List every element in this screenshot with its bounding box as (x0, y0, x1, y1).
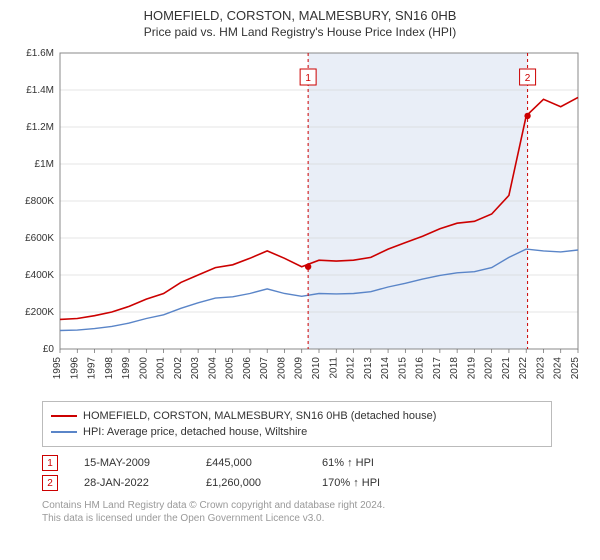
svg-text:2004: 2004 (207, 357, 218, 380)
footer-note: Contains HM Land Registry data © Crown c… (42, 499, 590, 525)
svg-text:2020: 2020 (484, 357, 495, 380)
sale-date-1: 15-MAY-2009 (84, 457, 180, 469)
svg-text:2016: 2016 (415, 357, 426, 380)
sale-price-2: £1,260,000 (206, 477, 296, 489)
svg-text:2003: 2003 (190, 357, 201, 380)
sale-row-2: 2 28-JAN-2022 £1,260,000 170% ↑ HPI (42, 475, 590, 491)
svg-text:2: 2 (525, 73, 531, 84)
svg-text:2019: 2019 (466, 357, 477, 380)
svg-text:£400K: £400K (25, 270, 54, 281)
svg-text:2015: 2015 (397, 357, 408, 380)
legend-swatch-hpi (51, 431, 77, 433)
sale-marker-2: 2 (42, 475, 58, 491)
svg-text:1998: 1998 (104, 357, 115, 380)
svg-text:2006: 2006 (242, 357, 253, 380)
svg-text:£600K: £600K (25, 233, 54, 244)
svg-text:2021: 2021 (501, 357, 512, 380)
svg-text:2013: 2013 (363, 357, 374, 380)
sale-price-1: £445,000 (206, 457, 296, 469)
svg-text:2010: 2010 (311, 357, 322, 380)
svg-text:2022: 2022 (518, 357, 529, 380)
svg-text:£1.6M: £1.6M (26, 48, 54, 59)
svg-text:1999: 1999 (121, 357, 132, 380)
svg-text:2024: 2024 (553, 357, 564, 380)
svg-text:2017: 2017 (432, 357, 443, 380)
sale-marker-1: 1 (42, 455, 58, 471)
svg-text:2011: 2011 (328, 357, 339, 379)
svg-text:1: 1 (305, 73, 311, 84)
chart-container: HOMEFIELD, CORSTON, MALMESBURY, SN16 0HB… (0, 0, 600, 560)
footer-line-2: This data is licensed under the Open Gov… (42, 512, 590, 525)
chart-title-address: HOMEFIELD, CORSTON, MALMESBURY, SN16 0HB (10, 8, 590, 23)
svg-text:2007: 2007 (259, 357, 270, 380)
footer-line-1: Contains HM Land Registry data © Crown c… (42, 499, 590, 512)
svg-text:1996: 1996 (69, 357, 80, 380)
svg-text:2008: 2008 (276, 357, 287, 380)
svg-text:£200K: £200K (25, 307, 54, 318)
svg-text:2001: 2001 (156, 357, 167, 380)
svg-text:2025: 2025 (570, 357, 581, 380)
svg-text:2005: 2005 (225, 357, 236, 380)
svg-text:2000: 2000 (138, 357, 149, 380)
legend-row-subject: HOMEFIELD, CORSTON, MALMESBURY, SN16 0HB… (51, 408, 543, 424)
chart-title-subtitle: Price paid vs. HM Land Registry's House … (10, 25, 590, 39)
svg-text:1995: 1995 (52, 357, 63, 380)
svg-text:2002: 2002 (173, 357, 184, 380)
sale-vs-hpi-1: 61% ↑ HPI (322, 457, 432, 469)
svg-text:£800K: £800K (25, 196, 54, 207)
svg-text:£1.2M: £1.2M (26, 122, 54, 133)
svg-text:£1.4M: £1.4M (26, 85, 54, 96)
legend-swatch-subject (51, 415, 77, 417)
legend: HOMEFIELD, CORSTON, MALMESBURY, SN16 0HB… (42, 401, 552, 447)
sale-row-1: 1 15-MAY-2009 £445,000 61% ↑ HPI (42, 455, 590, 471)
svg-text:2023: 2023 (535, 357, 546, 380)
svg-text:£1M: £1M (35, 159, 54, 170)
sale-vs-hpi-2: 170% ↑ HPI (322, 477, 432, 489)
legend-label-hpi: HPI: Average price, detached house, Wilt… (83, 424, 307, 440)
chart-svg: £0 £200K £400K £600K £800K £1M £1.2M £1.4M £1.6M… (14, 45, 582, 395)
svg-text:£0: £0 (43, 344, 55, 355)
legend-row-hpi: HPI: Average price, detached house, Wilt… (51, 424, 543, 440)
svg-text:1997: 1997 (87, 357, 98, 380)
chart-plot: £0 £200K £400K £600K £800K £1M £1.2M £1.4M £1.6M… (14, 45, 582, 395)
sale-date-2: 28-JAN-2022 (84, 477, 180, 489)
title-block: HOMEFIELD, CORSTON, MALMESBURY, SN16 0HB… (10, 8, 590, 39)
svg-text:2012: 2012 (346, 357, 357, 380)
svg-text:2009: 2009 (294, 357, 305, 380)
svg-text:2014: 2014 (380, 357, 391, 380)
legend-label-subject: HOMEFIELD, CORSTON, MALMESBURY, SN16 0HB… (83, 408, 436, 424)
svg-text:2018: 2018 (449, 357, 460, 380)
